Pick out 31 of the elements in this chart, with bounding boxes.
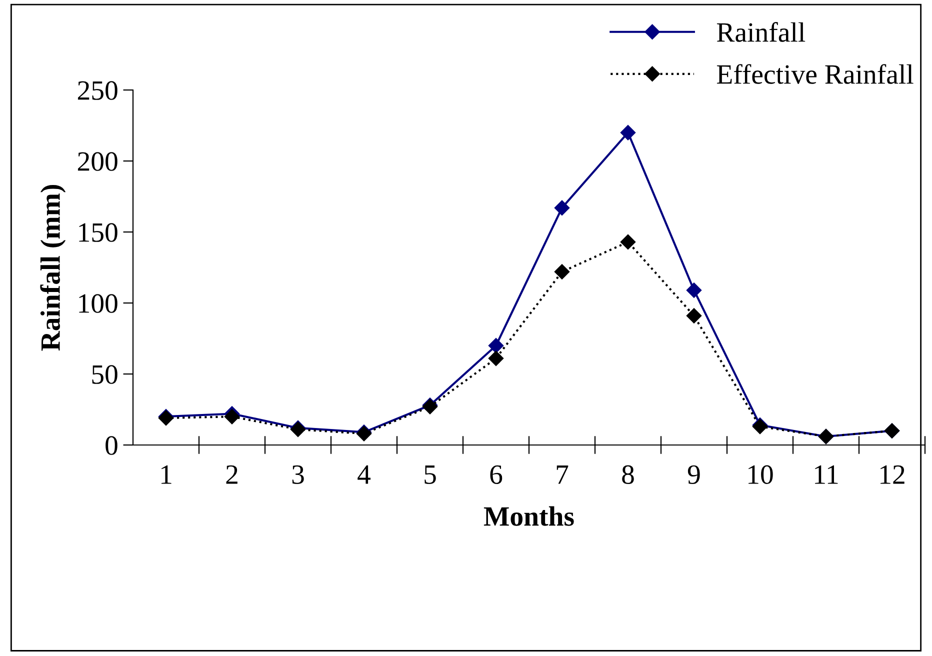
x-tick-label: 2 [226, 465, 238, 484]
x-tick-label: 12 [880, 465, 904, 484]
point [620, 234, 636, 250]
point [620, 125, 636, 140]
y-tick-label: 150 [79, 223, 118, 242]
legend-label: Effective Rainfall [716, 64, 914, 84]
x-tick-label: 5 [424, 466, 436, 484]
point [224, 409, 240, 424]
legend-label: Rainfall [716, 22, 806, 42]
x-axis-title: Months [484, 506, 574, 526]
y-tick-label: 200 [78, 152, 118, 171]
point [488, 350, 504, 366]
y-tick-label: 250 [78, 81, 118, 100]
x-tick-label: 4 [358, 465, 371, 484]
y-tick-label: 0 [106, 436, 118, 455]
y-tick-label: 100 [79, 294, 118, 313]
point [686, 282, 702, 298]
point [686, 308, 702, 324]
x-tick-label: 7 [556, 466, 568, 484]
point [554, 264, 570, 280]
point [488, 338, 504, 354]
x-tick-label: 11 [815, 465, 838, 484]
x-tick-label: 9 [688, 465, 700, 484]
point [554, 200, 570, 216]
x-tick-label: 6 [490, 465, 502, 484]
x-tick-label: 8 [622, 465, 634, 484]
y-axis-title: Rainfall (mm) [40, 185, 66, 351]
x-tick-label: 3 [292, 465, 304, 484]
x-tick-label: 10 [748, 465, 773, 484]
y-tick-label: 50 [92, 365, 118, 384]
x-tick-label: 1 [162, 465, 172, 484]
